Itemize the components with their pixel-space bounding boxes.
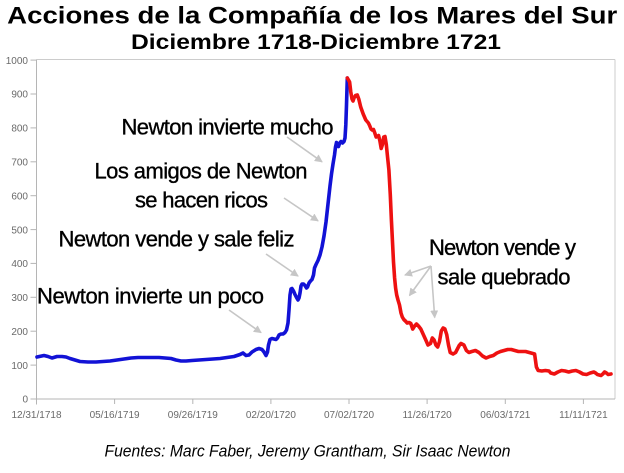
svg-text:800: 800: [11, 124, 28, 135]
svg-text:Newton vende y sale feliz: Newton vende y sale feliz: [59, 227, 295, 252]
svg-text:100: 100: [11, 361, 28, 372]
svg-text:Newton invierte un poco: Newton invierte un poco: [37, 284, 264, 309]
svg-text:Newton vende y: Newton vende y: [429, 235, 576, 260]
svg-text:09/26/1719: 09/26/1719: [168, 410, 218, 421]
svg-text:300: 300: [11, 293, 28, 304]
svg-text:700: 700: [11, 158, 28, 169]
svg-text:400: 400: [11, 259, 28, 270]
svg-text:Fuentes: Marc Faber, Jeremy Gr: Fuentes: Marc Faber, Jeremy Grantham, Si…: [105, 442, 511, 460]
svg-text:900: 900: [11, 90, 28, 101]
svg-text:11/26/1720: 11/26/1720: [402, 410, 452, 421]
svg-text:600: 600: [11, 191, 28, 202]
svg-text:0: 0: [22, 395, 28, 406]
svg-text:200: 200: [11, 327, 28, 338]
svg-text:se hacen ricos: se hacen ricos: [135, 188, 268, 213]
svg-text:500: 500: [11, 225, 28, 236]
svg-text:Newton invierte mucho: Newton invierte mucho: [122, 115, 334, 140]
svg-text:sale quebrado: sale quebrado: [438, 265, 571, 290]
svg-text:Los amigos de Newton: Los amigos de Newton: [95, 159, 308, 184]
svg-text:06/03/1721: 06/03/1721: [480, 410, 530, 421]
svg-text:12/31/1718: 12/31/1718: [11, 410, 61, 421]
svg-text:Diciembre 1718-Diciembre 1721: Diciembre 1718-Diciembre 1721: [131, 31, 501, 54]
svg-text:1000: 1000: [6, 56, 29, 67]
svg-text:02/20/1720: 02/20/1720: [246, 410, 296, 421]
svg-text:05/16/1719: 05/16/1719: [90, 410, 140, 421]
svg-text:11/11/1721: 11/11/1721: [559, 410, 608, 421]
svg-text:Acciones de la Compañía de los: Acciones de la Compañía de los Mares del…: [7, 3, 617, 30]
svg-text:07/02/1720: 07/02/1720: [324, 410, 374, 421]
